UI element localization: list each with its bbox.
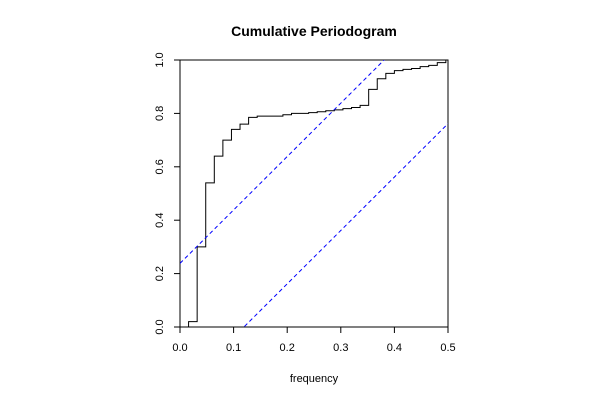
x-tick-label: 0.4 bbox=[387, 342, 402, 354]
x-tick-label: 0.0 bbox=[172, 342, 187, 354]
y-axis: 0.0 0.2 0.4 0.6 0.8 1.0 bbox=[154, 52, 180, 335]
y-tick-label: 0.4 bbox=[154, 213, 166, 228]
x-tick-label: 0.5 bbox=[440, 342, 455, 354]
y-tick-label: 0.0 bbox=[154, 319, 166, 334]
plot-frame bbox=[179, 59, 449, 328]
x-tick-label: 0.2 bbox=[280, 342, 295, 354]
x-tick-label: 0.1 bbox=[226, 342, 241, 354]
confidence-band-line bbox=[180, 60, 385, 264]
plot-area bbox=[180, 60, 448, 327]
chart-title: Cumulative Periodogram bbox=[231, 23, 397, 39]
x-axis: 0.0 0.1 0.2 0.3 0.4 0.5 bbox=[172, 327, 456, 354]
y-tick-label: 0.6 bbox=[154, 159, 166, 174]
x-axis-label: frequency bbox=[290, 373, 339, 385]
y-tick-label: 1.0 bbox=[154, 52, 166, 67]
y-tick-label: 0.2 bbox=[154, 266, 166, 281]
x-tick-label: 0.3 bbox=[333, 342, 348, 354]
confidence-band-line bbox=[243, 123, 448, 327]
periodogram-step-line bbox=[180, 60, 448, 327]
y-tick-label: 0.8 bbox=[154, 106, 166, 121]
